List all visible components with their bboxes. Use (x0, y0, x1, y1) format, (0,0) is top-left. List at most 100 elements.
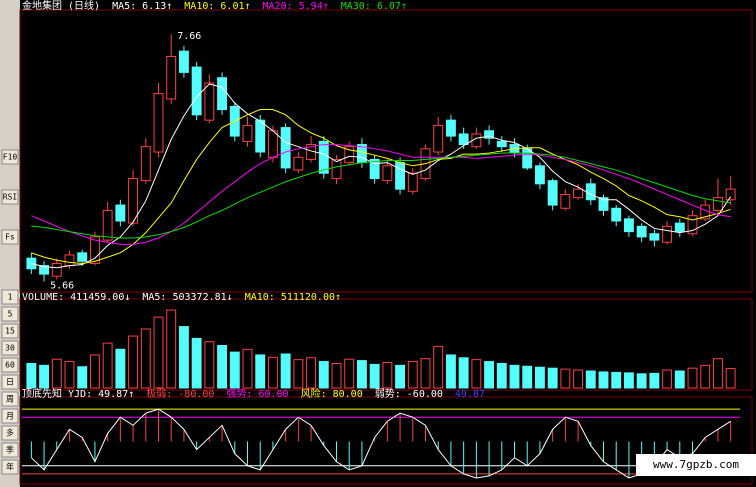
volume-bar (420, 358, 431, 389)
toolbar-label: 周 (6, 395, 14, 404)
toolbar-label: 季 (6, 445, 14, 455)
candle-body (382, 165, 393, 182)
volume-bar (496, 362, 507, 389)
yjd-line (31, 408, 731, 479)
toolbar-button[interactable] (1, 340, 19, 356)
candle-body (636, 225, 647, 238)
volume-bar (407, 361, 418, 389)
toolbar-button[interactable] (1, 323, 19, 339)
candle-body (102, 209, 113, 241)
legend-entry: MA10: 6.01↑ (184, 1, 250, 12)
legend-entry: MA10: 511120.00↑ (245, 292, 341, 303)
candle-body (115, 204, 126, 222)
level-label: 风险: 80.00 (301, 387, 363, 400)
candle-body (560, 193, 571, 209)
toolbar-button[interactable] (1, 229, 19, 245)
ma-line (31, 152, 731, 239)
volume-bar (204, 341, 215, 389)
toolbar-label: 日 (6, 378, 14, 387)
volume-bar (674, 370, 685, 389)
volume-bar (611, 371, 622, 389)
volume-bar (687, 367, 698, 389)
candle-body (178, 50, 189, 73)
volume-bar (395, 364, 406, 389)
volume-bar (102, 342, 113, 389)
candle-body (522, 148, 533, 169)
candle-body (433, 124, 444, 153)
annotation: 5.66 (50, 281, 74, 292)
toolbar-button[interactable] (1, 459, 19, 475)
toolbar-button[interactable] (1, 357, 19, 373)
toolbar-label: 年 (6, 462, 14, 472)
toolbar-button[interactable] (1, 391, 19, 407)
toolbar-button[interactable] (1, 189, 19, 205)
toolbar-button[interactable] (1, 408, 19, 424)
volume-bar (140, 328, 151, 389)
candle-body (662, 225, 673, 243)
ma-line (31, 144, 731, 245)
toolbar-button[interactable] (1, 442, 19, 458)
candle-body (140, 146, 151, 182)
ma-line (31, 83, 732, 269)
panel-title: 金地集团 (日线) (22, 0, 100, 12)
candle-body (344, 146, 355, 164)
toolbar-label: F10 (3, 153, 18, 162)
panel-title: 顶底先知 YJD: 49.87↑ (22, 387, 134, 400)
candle-body (484, 130, 495, 139)
panel-border (19, 396, 753, 485)
panel-title: VOLUME: 411459.00↓ (22, 292, 130, 303)
toolbar-button[interactable] (1, 374, 19, 390)
toolbar-label: 60 (5, 361, 15, 370)
volume-bar (77, 366, 88, 389)
panel-border (19, 298, 753, 391)
candle-body (242, 124, 253, 142)
volume-bar (39, 364, 50, 389)
candle-body (712, 197, 723, 211)
level-label: 弱势: -60.00 (375, 387, 443, 400)
volume-bar (255, 354, 266, 389)
volume-bar (306, 357, 317, 389)
volume-bar (318, 361, 329, 389)
volume-bar (344, 358, 355, 389)
candle-body (280, 127, 291, 169)
candle-body (395, 162, 406, 190)
volume-bar (598, 371, 609, 389)
toolbar-label: 1 (8, 293, 13, 302)
toolbar-button[interactable] (1, 306, 19, 322)
candle-body (191, 66, 202, 116)
candle-body (39, 265, 50, 275)
volume-bar (217, 345, 228, 389)
toolbar-button[interactable] (1, 425, 19, 441)
toolbar-label: Fs (5, 233, 15, 242)
candle-body (674, 222, 685, 233)
volume-bar (280, 353, 291, 389)
watermark-box (636, 454, 756, 476)
candle-body (267, 130, 278, 158)
toolbar-button[interactable] (1, 289, 19, 305)
volume-bar (128, 335, 139, 389)
volume-bar (700, 364, 711, 389)
candle-body (293, 156, 304, 171)
volume-bar (547, 367, 558, 389)
volume-bar (458, 357, 469, 389)
volume-bar (331, 362, 342, 389)
candle-body (573, 188, 584, 199)
legend-entry: MA30: 6.07↑ (341, 1, 407, 12)
volume-bar (471, 359, 482, 389)
volume-bar (573, 369, 584, 389)
volume-bar (509, 364, 520, 389)
candle-body (217, 77, 228, 111)
volume-bar (293, 359, 304, 389)
volume-bar (356, 360, 367, 389)
toolbar-label: 15 (5, 327, 15, 336)
toolbar-label: RSI (3, 193, 18, 202)
volume-bar (712, 358, 723, 389)
value-label: 49.87 (455, 389, 485, 400)
volume-bar (89, 354, 100, 389)
candle-body (153, 93, 164, 153)
volume-bar (445, 354, 456, 389)
toolbar-button[interactable] (1, 149, 19, 165)
volume-bar (153, 316, 164, 389)
legend-entry: MA5: 503372.81↓ (142, 292, 232, 303)
